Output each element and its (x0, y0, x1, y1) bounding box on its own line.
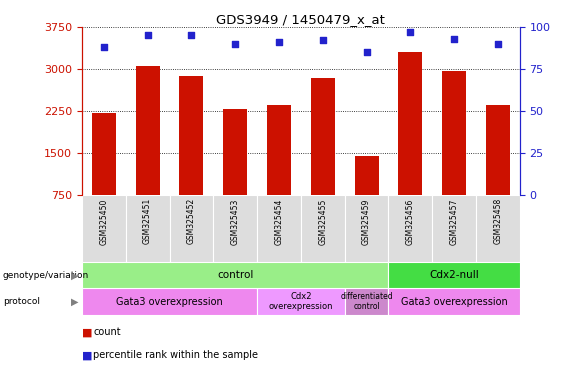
Bar (486, 105, 510, 195)
Bar (82, 195, 125, 262)
Bar (257, 195, 301, 262)
Text: GSM325457: GSM325457 (450, 198, 459, 245)
Text: GSM325456: GSM325456 (406, 198, 415, 245)
Text: ▶: ▶ (71, 297, 79, 307)
Point (493, 41, 502, 47)
Bar (223, 109, 247, 195)
Bar (389, 262, 520, 288)
Text: GSM325450: GSM325450 (99, 198, 108, 245)
Text: GSM325451: GSM325451 (143, 198, 152, 245)
Bar (432, 195, 476, 262)
Text: protocol: protocol (3, 297, 40, 306)
Text: GSM325459: GSM325459 (362, 198, 371, 245)
Text: ■: ■ (82, 327, 93, 337)
Bar (476, 195, 520, 262)
Text: count: count (93, 327, 121, 337)
Bar (389, 288, 520, 315)
Bar (82, 262, 389, 288)
Text: GSM325454: GSM325454 (275, 198, 284, 245)
Bar (267, 105, 291, 195)
Bar (257, 288, 345, 315)
Point (275, 39, 284, 45)
Text: percentile rank within the sample: percentile rank within the sample (93, 350, 258, 360)
Text: Gata3 overexpression: Gata3 overexpression (116, 297, 223, 307)
Text: Cdx2
overexpression: Cdx2 overexpression (268, 292, 333, 311)
Point (406, 29, 415, 35)
Text: Cdx2-null: Cdx2-null (429, 270, 479, 280)
Point (318, 37, 327, 43)
Text: GSM325453: GSM325453 (231, 198, 240, 245)
Bar (214, 195, 257, 262)
Text: differentiated
control: differentiated control (340, 292, 393, 311)
Bar (398, 51, 423, 195)
Bar (82, 288, 257, 315)
Title: GDS3949 / 1450479_x_at: GDS3949 / 1450479_x_at (216, 13, 385, 26)
Bar (442, 71, 466, 195)
Point (187, 32, 196, 38)
Point (450, 36, 459, 42)
Bar (354, 156, 379, 195)
Bar (125, 195, 170, 262)
Bar (170, 195, 214, 262)
Point (362, 49, 371, 55)
Bar (92, 113, 116, 195)
Text: control: control (217, 270, 253, 280)
Text: GSM325452: GSM325452 (187, 198, 196, 245)
Bar (311, 78, 335, 195)
Point (231, 41, 240, 47)
Bar (389, 195, 432, 262)
Text: GSM325455: GSM325455 (318, 198, 327, 245)
Point (99, 44, 108, 50)
Text: Gata3 overexpression: Gata3 overexpression (401, 297, 507, 307)
Bar (345, 195, 389, 262)
Bar (345, 288, 389, 315)
Bar (136, 66, 160, 195)
Point (143, 32, 152, 38)
Text: GSM325458: GSM325458 (493, 198, 502, 245)
Text: genotype/variation: genotype/variation (3, 271, 89, 280)
Text: ■: ■ (82, 350, 93, 360)
Text: ▶: ▶ (71, 270, 79, 280)
Bar (179, 76, 203, 195)
Bar (301, 195, 345, 262)
